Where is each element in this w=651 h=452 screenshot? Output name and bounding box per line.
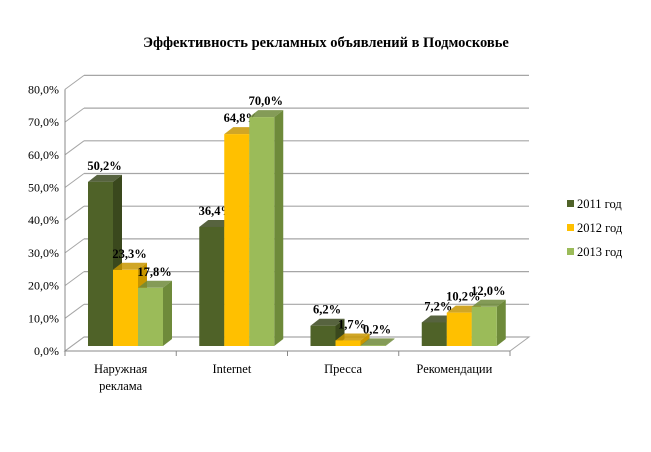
data-label: 7,2%	[424, 299, 452, 313]
data-label: 0,2%	[363, 322, 391, 336]
gridline-side	[64, 140, 85, 156]
gridline-side	[64, 238, 85, 254]
bar-top	[360, 338, 395, 346]
x-tick-label: Пресса	[324, 362, 362, 376]
legend-swatch	[567, 248, 574, 255]
legend-swatch	[567, 224, 574, 231]
bar-top	[113, 262, 147, 270]
bar	[138, 280, 172, 346]
x-tick-label: реклама	[99, 379, 142, 393]
bar-front	[471, 306, 497, 346]
data-label: 12,0%	[471, 284, 505, 298]
data-label: 10,2%	[446, 290, 480, 304]
bar-front	[360, 345, 386, 346]
data-label: 1,7%	[338, 317, 366, 331]
x-tick-label: Internet	[212, 362, 251, 376]
x-tick-label: Рекомендации	[416, 362, 492, 376]
chart-title: Эффективность рекламных объявлений в Под…	[143, 35, 509, 51]
bar-front	[224, 134, 250, 346]
bar	[249, 110, 284, 346]
data-label: 17,8%	[137, 265, 171, 279]
bar-front	[113, 269, 138, 346]
bar-side	[163, 280, 172, 346]
y-tick-label: 20,0%	[28, 279, 59, 293]
bar-side	[274, 110, 284, 346]
gridline-side	[64, 303, 85, 319]
bar-front	[138, 287, 163, 346]
y-tick-label: 0,0%	[34, 344, 59, 358]
bar-top	[249, 110, 284, 118]
y-tick-label: 30,0%	[28, 246, 59, 260]
bar-side	[385, 338, 395, 346]
bar	[360, 338, 395, 346]
bar	[335, 333, 370, 346]
y-tick-label: 50,0%	[28, 181, 59, 195]
bar-top	[335, 333, 370, 341]
gridline-side	[64, 205, 85, 221]
bar-front	[335, 340, 361, 346]
bar-top	[88, 174, 122, 182]
bar-front	[310, 325, 336, 346]
y-tick-label: 10,0%	[28, 311, 59, 325]
data-label: 70,0%	[249, 94, 283, 108]
y-tick-label: 60,0%	[28, 148, 59, 162]
legend-label: 2012 год	[577, 221, 623, 235]
bar-top	[471, 299, 506, 307]
x-tick-label: Наружная	[94, 362, 148, 376]
legend-swatch	[567, 200, 574, 207]
bar-top	[138, 280, 172, 288]
data-label: 50,2%	[87, 159, 121, 173]
data-label: 23,3%	[112, 247, 146, 261]
bar-front	[88, 181, 113, 346]
y-tick-label: 70,0%	[28, 115, 59, 129]
bar-front	[421, 322, 447, 346]
gridline-side	[64, 74, 85, 90]
legend-label: 2011 год	[577, 197, 622, 211]
bar-side	[496, 299, 506, 346]
bar-top	[310, 318, 345, 326]
bar-side	[360, 333, 370, 346]
bar-front	[249, 117, 275, 346]
y-tick-label: 80,0%	[28, 82, 59, 96]
bar	[471, 299, 506, 346]
bar	[88, 174, 122, 346]
gridline-side	[64, 271, 85, 287]
legend-label: 2013 год	[577, 245, 623, 259]
bar-front	[446, 312, 472, 346]
data-label: 6,2%	[313, 303, 341, 317]
gridline-side	[64, 107, 85, 123]
y-tick-label: 40,0%	[28, 213, 59, 227]
bar-front	[199, 226, 225, 346]
gridline-side	[64, 173, 85, 188]
